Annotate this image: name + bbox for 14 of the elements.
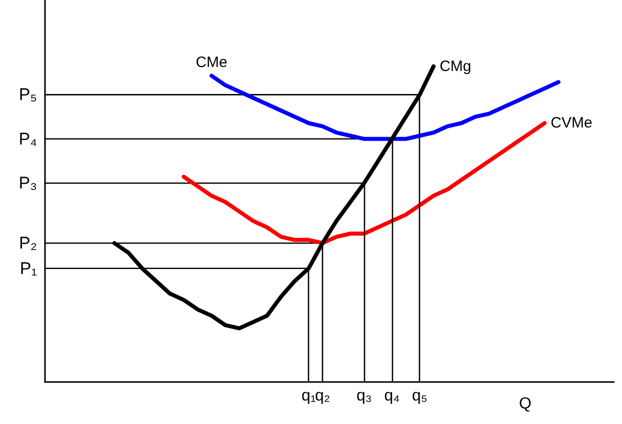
series-label: CMg — [440, 58, 472, 75]
x-tick-label: q₃ — [356, 388, 372, 404]
series-label: CVMe — [550, 114, 592, 132]
series-label: P₁ — [20, 258, 38, 278]
x-tick-label: q₅ — [412, 388, 428, 404]
series-label: P₄ — [18, 129, 38, 148]
series-label: P₅ — [18, 85, 37, 104]
x-tick-label: q₄ — [384, 388, 400, 404]
series-label: CMe — [196, 54, 228, 71]
x-axis-title: Q — [519, 396, 532, 412]
x-tick-label: q₂ — [315, 388, 330, 404]
x-tick-label: q₁ — [302, 388, 316, 404]
series-label: P₂ — [19, 234, 37, 253]
series-label: P₃ — [18, 174, 37, 193]
